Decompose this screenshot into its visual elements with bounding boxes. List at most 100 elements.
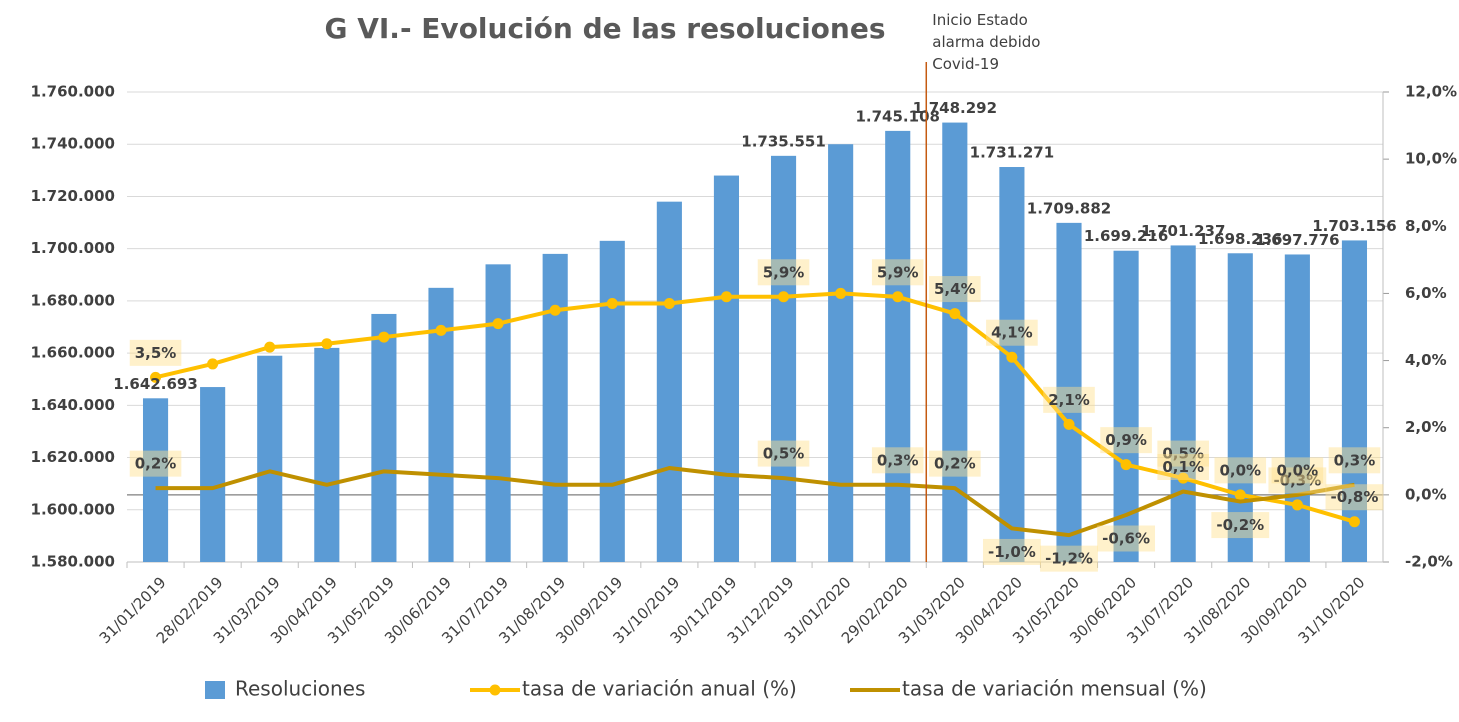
bar bbox=[713, 175, 740, 563]
y-tick-label: 1.640.000 bbox=[31, 396, 115, 414]
data-label: -0,8% bbox=[1331, 488, 1379, 506]
marker bbox=[321, 338, 333, 350]
marker bbox=[150, 371, 162, 383]
y2-tick-label: 12,0% bbox=[1405, 83, 1457, 101]
data-label: 0,9% bbox=[1105, 431, 1147, 449]
marker bbox=[435, 324, 447, 336]
bar bbox=[542, 253, 568, 562]
data-label: 1.745.108 bbox=[855, 107, 939, 125]
bar bbox=[485, 264, 511, 562]
label-background bbox=[1328, 447, 1381, 474]
label-background bbox=[1040, 545, 1098, 572]
data-label: 1.642.693 bbox=[113, 375, 197, 393]
label-background bbox=[1157, 454, 1209, 480]
bar bbox=[1170, 245, 1196, 563]
y-tick-label: 1.720.000 bbox=[31, 187, 115, 205]
data-label: 0,3% bbox=[877, 451, 919, 469]
data-label: 1.735.551 bbox=[741, 132, 825, 150]
marker bbox=[949, 308, 961, 320]
label-background bbox=[757, 440, 810, 467]
legend-swatch bbox=[205, 681, 225, 699]
data-label: 1.709.882 bbox=[1027, 199, 1111, 217]
data-label: 1.701.237 bbox=[1141, 222, 1225, 240]
label-background bbox=[757, 259, 810, 286]
legend-label: Resoluciones bbox=[235, 677, 365, 701]
marker bbox=[207, 358, 219, 370]
label-background bbox=[1268, 467, 1327, 494]
marker bbox=[1120, 459, 1132, 471]
data-label: 0,0% bbox=[1219, 461, 1261, 479]
data-label: 0,2% bbox=[135, 455, 177, 473]
bar bbox=[1341, 240, 1368, 562]
data-label: 0,1% bbox=[1162, 458, 1204, 476]
lines bbox=[150, 287, 1360, 538]
label-background bbox=[1157, 440, 1209, 467]
marker bbox=[720, 291, 732, 303]
marker bbox=[1291, 499, 1303, 511]
data-label: -1,2% bbox=[1045, 550, 1093, 568]
label-background bbox=[1043, 386, 1095, 413]
y-tick-label: 1.760.000 bbox=[31, 83, 115, 101]
marker bbox=[264, 341, 276, 353]
y-tick-label: 1.580.000 bbox=[31, 553, 115, 571]
bar bbox=[828, 144, 854, 562]
marker bbox=[549, 304, 561, 316]
bar bbox=[1284, 254, 1310, 563]
data-label: -0,2% bbox=[1216, 516, 1264, 534]
y-tick-label: 1.620.000 bbox=[31, 448, 115, 466]
marker bbox=[1006, 351, 1018, 363]
data-label: 1.699.216 bbox=[1084, 227, 1168, 245]
label-background bbox=[986, 319, 1038, 346]
data-label: 1.731.271 bbox=[970, 144, 1054, 162]
bar bbox=[656, 201, 682, 562]
bars bbox=[142, 122, 1368, 563]
y2-tick-label: -2,0% bbox=[1405, 553, 1453, 571]
data-label: -0,3% bbox=[1273, 471, 1321, 489]
bar bbox=[257, 355, 283, 562]
data-label: 0,3% bbox=[1334, 451, 1376, 469]
marker bbox=[892, 291, 904, 303]
marker bbox=[1177, 472, 1189, 484]
data-label: 5,9% bbox=[877, 263, 919, 281]
y-tick-label: 1.660.000 bbox=[31, 344, 115, 362]
label-background bbox=[871, 259, 924, 286]
y2-tick-label: 10,0% bbox=[1405, 150, 1457, 168]
marker bbox=[1348, 516, 1360, 528]
legend-label: tasa de variación anual (%) bbox=[522, 677, 797, 701]
y2-tick-label: 0,0% bbox=[1405, 485, 1447, 503]
data-label: 4,1% bbox=[991, 324, 1033, 342]
line bbox=[155, 291, 1356, 524]
bar bbox=[770, 155, 797, 562]
y-tick-label: 1.740.000 bbox=[31, 135, 115, 153]
data-label: 2,1% bbox=[1048, 391, 1090, 409]
data-label: 5,4% bbox=[934, 280, 976, 298]
data-label: 1.697.776 bbox=[1255, 231, 1339, 249]
bar bbox=[1227, 253, 1253, 563]
bar bbox=[142, 398, 169, 562]
label-background bbox=[1097, 525, 1156, 552]
legend-label: tasa de variación mensual (%) bbox=[902, 677, 1207, 701]
marker bbox=[492, 318, 504, 330]
label-background bbox=[929, 276, 981, 303]
y2-tick-label: 6,0% bbox=[1405, 284, 1447, 302]
data-label: 5,9% bbox=[763, 263, 805, 281]
y-tick-label: 1.600.000 bbox=[31, 500, 115, 518]
annotation: Inicio Estado alarma debido Covid-19 bbox=[932, 11, 1040, 73]
y-tick-label: 1.680.000 bbox=[31, 291, 115, 309]
label-background bbox=[1211, 512, 1270, 539]
y2-tick-label: 4,0% bbox=[1405, 351, 1447, 369]
label-background bbox=[1325, 484, 1384, 511]
marker bbox=[378, 331, 390, 343]
chart-title: G VI.- Evolución de las resoluciones bbox=[324, 12, 885, 45]
data-label: 1.748.292 bbox=[913, 99, 997, 117]
bar bbox=[200, 387, 226, 562]
bar bbox=[371, 313, 397, 562]
marker bbox=[778, 291, 790, 303]
bar bbox=[314, 347, 340, 562]
data-label: 1.698.236 bbox=[1198, 230, 1282, 248]
data-label: 0,5% bbox=[1162, 445, 1204, 463]
data-label: 0,2% bbox=[934, 455, 976, 473]
